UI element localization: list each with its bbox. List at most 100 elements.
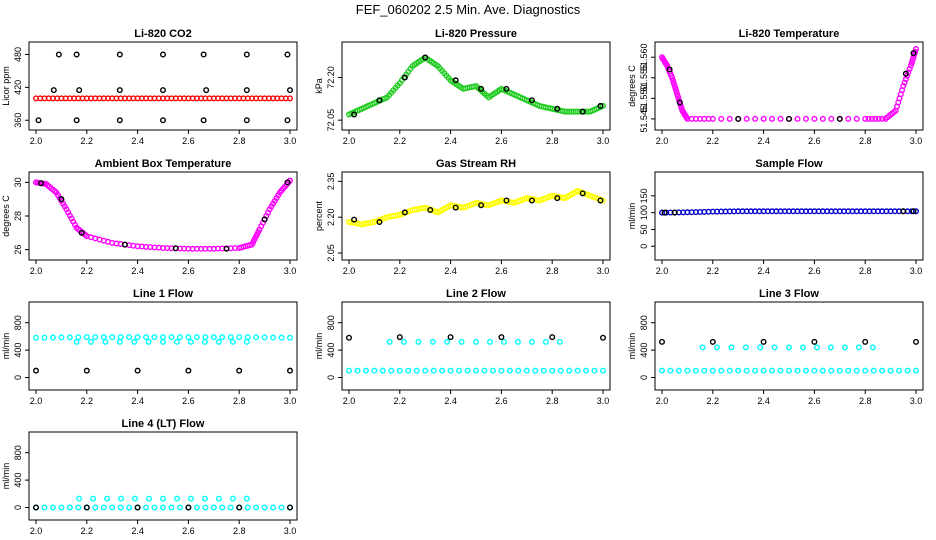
data-point bbox=[78, 229, 85, 236]
chart-panel-8: Line 2 Flow ml/min 2.0 2.2 2.4 2.6 2.8 3.0 0 400 8… bbox=[314, 288, 611, 406]
data-point bbox=[760, 115, 767, 122]
data-point bbox=[556, 338, 563, 345]
y-tick-label: 28 bbox=[13, 211, 23, 221]
series-box-temperature bbox=[33, 177, 294, 252]
data-point bbox=[452, 77, 459, 84]
data-point bbox=[33, 334, 40, 341]
y-tick-label: 0 bbox=[13, 375, 23, 380]
x-tick-label: 2.8 bbox=[233, 526, 246, 536]
data-point bbox=[193, 334, 200, 341]
x-tick-label: 2.4 bbox=[131, 266, 144, 276]
data-point bbox=[38, 180, 45, 187]
data-point bbox=[726, 367, 733, 374]
y-tick-label: 0 bbox=[639, 375, 649, 380]
data-point bbox=[109, 334, 116, 341]
y-axis-label: kPa bbox=[314, 78, 324, 94]
plot-frame bbox=[341, 41, 611, 131]
data-point bbox=[168, 504, 175, 511]
data-point bbox=[223, 245, 230, 252]
data-point bbox=[811, 115, 818, 122]
series-sample-flow-marked- bbox=[661, 208, 917, 216]
y-tick-label: 150 bbox=[639, 188, 649, 203]
x-tick-label: 3.0 bbox=[284, 396, 297, 406]
data-point bbox=[90, 495, 97, 502]
data-point bbox=[478, 202, 485, 209]
data-point bbox=[549, 334, 556, 341]
chart-title: Li-820 Pressure bbox=[435, 28, 517, 40]
data-point bbox=[666, 66, 673, 73]
data-point bbox=[498, 334, 505, 341]
series-rh-marked- bbox=[351, 190, 604, 225]
data-point bbox=[202, 504, 209, 511]
y-tick-label: 51.550 bbox=[639, 85, 649, 113]
y-axis-label: ml/min bbox=[1, 463, 11, 490]
data-point bbox=[489, 367, 496, 374]
data-point bbox=[172, 245, 179, 252]
data-point bbox=[600, 197, 607, 204]
chart-panel-7: Line 1 Flow ml/min 2.0 2.2 2.4 2.6 2.8 3.0 0 400 8… bbox=[1, 288, 298, 406]
data-point bbox=[794, 367, 801, 374]
x-tick-label: 2.4 bbox=[757, 136, 770, 146]
x-tick-label: 2.2 bbox=[707, 266, 720, 276]
x-tick-label: 2.0 bbox=[343, 396, 356, 406]
data-point bbox=[159, 51, 166, 58]
data-point bbox=[752, 115, 759, 122]
data-point bbox=[811, 338, 818, 345]
y-tick-label: 51.555 bbox=[639, 64, 649, 92]
data-point bbox=[771, 344, 778, 351]
y-tick-label: 51.560 bbox=[639, 43, 649, 71]
data-point bbox=[376, 97, 383, 104]
data-point bbox=[219, 334, 226, 341]
y-axis-label: percent bbox=[314, 200, 324, 231]
data-point bbox=[261, 334, 268, 341]
x-tick-label: 2.4 bbox=[444, 266, 457, 276]
data-point bbox=[422, 54, 429, 61]
chart-panel-5: Gas Stream RH percent 2.0 2.2 2.4 2.6 2.8 3.0 2.… bbox=[314, 158, 611, 276]
y-tick-label: 30 bbox=[13, 177, 23, 187]
data-point bbox=[159, 495, 166, 502]
data-point bbox=[75, 504, 82, 511]
data-point bbox=[346, 367, 353, 374]
plot-frame bbox=[28, 171, 298, 261]
data-point bbox=[728, 344, 735, 351]
data-point bbox=[92, 504, 99, 511]
y-tick-label: 400 bbox=[13, 473, 23, 488]
plot-frame bbox=[341, 301, 611, 391]
data-point bbox=[600, 367, 607, 374]
data-point bbox=[49, 504, 56, 511]
x-tick-label: 2.4 bbox=[444, 136, 457, 146]
data-point bbox=[799, 344, 806, 351]
series-line-1-flow bbox=[33, 367, 294, 374]
data-point bbox=[464, 367, 471, 374]
y-axis-label: ml/min bbox=[314, 333, 324, 360]
chart-title: Sample Flow bbox=[755, 158, 823, 170]
data-point bbox=[227, 504, 234, 511]
data-point bbox=[58, 334, 65, 341]
chart-title: Line 3 Flow bbox=[759, 288, 819, 300]
chart-title: Line 1 Flow bbox=[133, 288, 193, 300]
data-point bbox=[396, 334, 403, 341]
series-co2-low bbox=[35, 117, 291, 124]
data-point bbox=[143, 334, 150, 341]
page-title: FEF_060202 2.5 Min. Ave. Diagnostics bbox=[356, 2, 581, 17]
x-tick-label: 2.0 bbox=[30, 396, 43, 406]
series-sample-flow bbox=[659, 208, 920, 216]
series-line-4-set bbox=[33, 504, 294, 511]
x-tick-label: 2.6 bbox=[495, 136, 508, 146]
data-point bbox=[478, 85, 485, 92]
x-tick-label: 2.8 bbox=[859, 266, 872, 276]
data-point bbox=[351, 111, 358, 118]
x-tick-label: 2.0 bbox=[656, 396, 669, 406]
series-co2-cycle- bbox=[33, 95, 294, 102]
data-point bbox=[743, 367, 750, 374]
data-point bbox=[132, 495, 139, 502]
data-point bbox=[735, 367, 742, 374]
data-point bbox=[376, 218, 383, 225]
data-point bbox=[145, 338, 152, 345]
data-point bbox=[498, 367, 505, 374]
data-point bbox=[676, 99, 683, 106]
data-point bbox=[270, 504, 277, 511]
data-point bbox=[542, 338, 549, 345]
data-point bbox=[447, 367, 454, 374]
y-tick-label: 0 bbox=[13, 505, 23, 510]
